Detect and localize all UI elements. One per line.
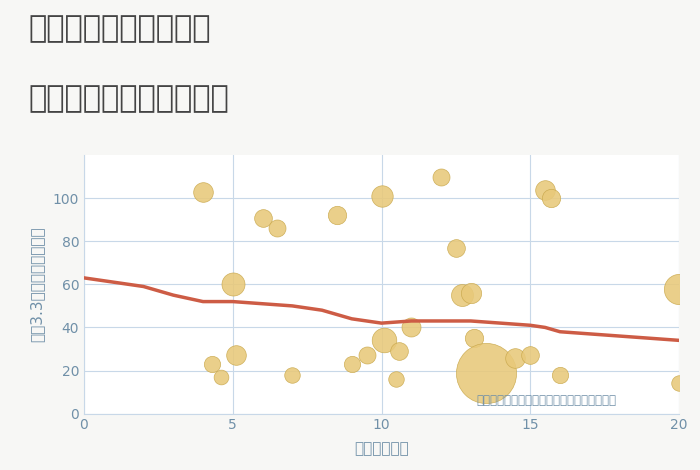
Point bbox=[554, 371, 566, 379]
Point bbox=[456, 291, 468, 299]
Text: 円の大きさは、取引のあった物件面積を示す: 円の大きさは、取引のあった物件面積を示す bbox=[477, 394, 617, 407]
Point bbox=[673, 380, 685, 387]
Point bbox=[545, 195, 557, 202]
Point bbox=[287, 371, 298, 379]
Point bbox=[346, 360, 357, 368]
Point bbox=[465, 289, 476, 297]
Point bbox=[450, 244, 461, 251]
Point bbox=[230, 352, 241, 359]
Point bbox=[206, 360, 218, 368]
Point bbox=[525, 352, 536, 359]
Point bbox=[361, 352, 372, 359]
Point bbox=[435, 173, 447, 180]
Point bbox=[257, 214, 268, 221]
Point bbox=[227, 281, 238, 288]
Y-axis label: 坪（3.3㎡）単価（万円）: 坪（3.3㎡）単価（万円） bbox=[29, 227, 44, 342]
Point bbox=[393, 347, 405, 355]
Point bbox=[540, 186, 551, 193]
Point bbox=[510, 354, 521, 361]
Point bbox=[480, 369, 491, 376]
Text: 駅距離別中古戸建て価格: 駅距離別中古戸建て価格 bbox=[28, 85, 229, 114]
Point bbox=[331, 212, 342, 219]
Text: 大阪府羽曳野市栄町の: 大阪府羽曳野市栄町の bbox=[28, 14, 211, 43]
Point bbox=[376, 192, 387, 200]
Point bbox=[379, 337, 390, 344]
Point bbox=[673, 285, 685, 292]
Point bbox=[391, 376, 402, 383]
Point bbox=[468, 335, 480, 342]
Point bbox=[406, 324, 417, 331]
Point bbox=[197, 188, 209, 196]
X-axis label: 駅距離（分）: 駅距離（分） bbox=[354, 441, 409, 456]
Point bbox=[272, 225, 283, 232]
Point bbox=[216, 373, 227, 381]
